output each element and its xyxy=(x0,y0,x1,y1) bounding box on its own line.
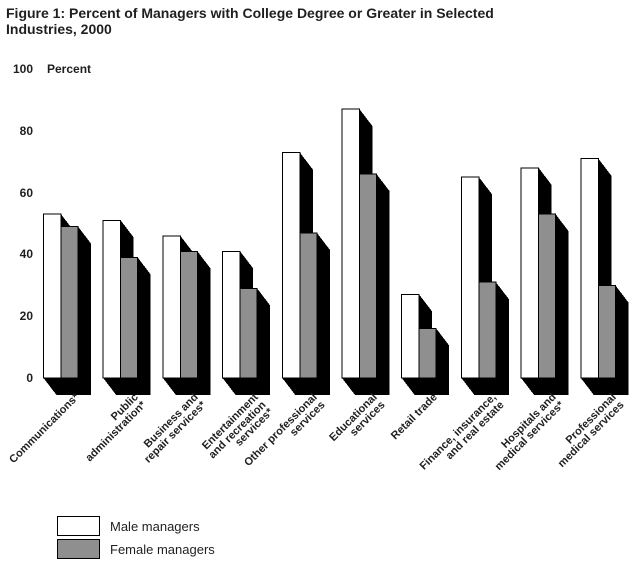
y-tick-label-80: 80 xyxy=(19,123,33,138)
female-managers-swatch xyxy=(57,539,100,559)
bar-shadow-female-other-professional-services xyxy=(299,232,330,395)
bar-male-entertainment-and-recreation-services xyxy=(222,250,241,379)
legend-label-male: Male managers xyxy=(110,519,200,534)
bar-male-public-administration xyxy=(102,219,122,379)
bar-male-educational-services xyxy=(341,108,360,379)
bar-shadow-female-public-administration xyxy=(120,257,151,395)
bar-male-finance-insurance-and-real-estate xyxy=(460,176,480,379)
bar-female-retail-trade xyxy=(418,328,437,379)
bar-male-professional-medical-services xyxy=(580,158,599,379)
bar-male-hospitals-and-medical-services xyxy=(520,167,540,379)
bar-shadow-female-educational-services xyxy=(359,174,390,395)
bar-female-business-and-repair-services xyxy=(179,250,198,379)
bar-female-finance-insurance-and-real-estate xyxy=(478,281,497,379)
bar-shadow-female-professional-medical-services xyxy=(598,285,629,395)
bar-male-business-and-repair-services xyxy=(162,235,181,379)
legend-label-female: Female managers xyxy=(110,542,215,557)
y-tick-label-100: 100 xyxy=(12,62,33,76)
bar-male-retail-trade xyxy=(401,294,420,379)
bar-female-hospitals-and-medical-services xyxy=(538,213,557,379)
bar-shadow-female-business-and-repair-services xyxy=(180,251,211,395)
male-managers-swatch xyxy=(57,516,100,536)
bar-male-other-professional-services xyxy=(281,151,301,379)
y-axis-unit-label: Percent xyxy=(47,62,92,76)
figure-title: Figure 1: Percent of Managers with Colle… xyxy=(6,5,494,37)
bar-shadow-female-hospitals-and-medical-services xyxy=(538,214,569,395)
bar-female-educational-services xyxy=(359,173,377,379)
bar-female-communications xyxy=(60,226,79,379)
bar-female-public-administration xyxy=(120,256,139,379)
bar-shadow-female-communications xyxy=(61,226,91,395)
bar-shadow-female-entertainment-and-recreation-services xyxy=(240,288,271,395)
y-tick-label-40: 40 xyxy=(19,247,33,262)
y-tick-label-20: 20 xyxy=(19,309,33,324)
bar-shadow-female-finance-insurance-and-real-estate xyxy=(478,282,509,395)
bar-female-other-professional-services xyxy=(299,232,318,379)
bar-female-entertainment-and-recreation-services xyxy=(239,287,258,379)
y-tick-label-60: 60 xyxy=(19,185,33,200)
bar-female-professional-medical-services xyxy=(597,284,616,379)
y-tick-label-0: 0 xyxy=(26,371,33,385)
bar-male-communications xyxy=(43,213,62,379)
